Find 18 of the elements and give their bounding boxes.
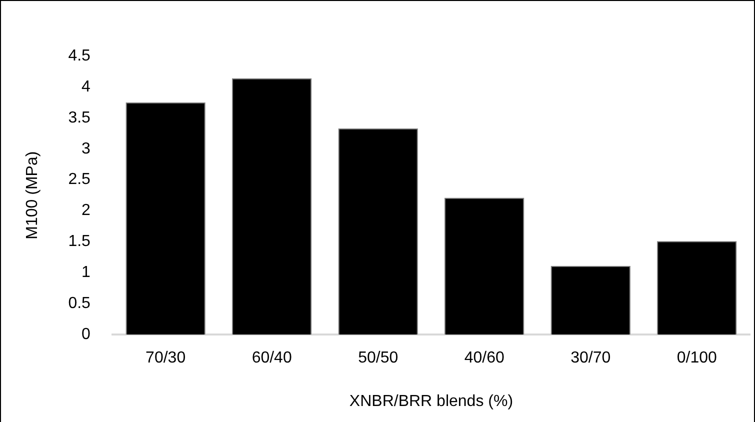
y-tick-label: 1.5 [68,233,91,250]
x-axis-title: XNBR/BRR blends (%) [349,392,514,410]
x-tick-label: 50/50 [358,350,398,367]
y-tick-label: 2.5 [68,171,91,188]
y-tick-label: 1 [82,264,91,282]
y-tick-label: 2 [82,202,91,220]
x-tick-label: 70/30 [146,350,186,367]
y-tick-label: 4.5 [68,47,91,64]
y-tick-label: 0.5 [68,295,91,312]
y-tick-label: 3 [82,140,91,158]
y-axis-title: M100 (MPa) [24,151,42,240]
y-tick-label: 4 [82,78,91,96]
y-tick-label: 3.5 [68,109,91,126]
x-tick-label: 30/70 [570,350,611,367]
x-tick-label: 40/60 [464,350,504,367]
y-tick-label: 0 [82,326,91,344]
x-tick-label: 0/100 [676,350,717,367]
x-tick-label: 60/40 [252,350,292,367]
